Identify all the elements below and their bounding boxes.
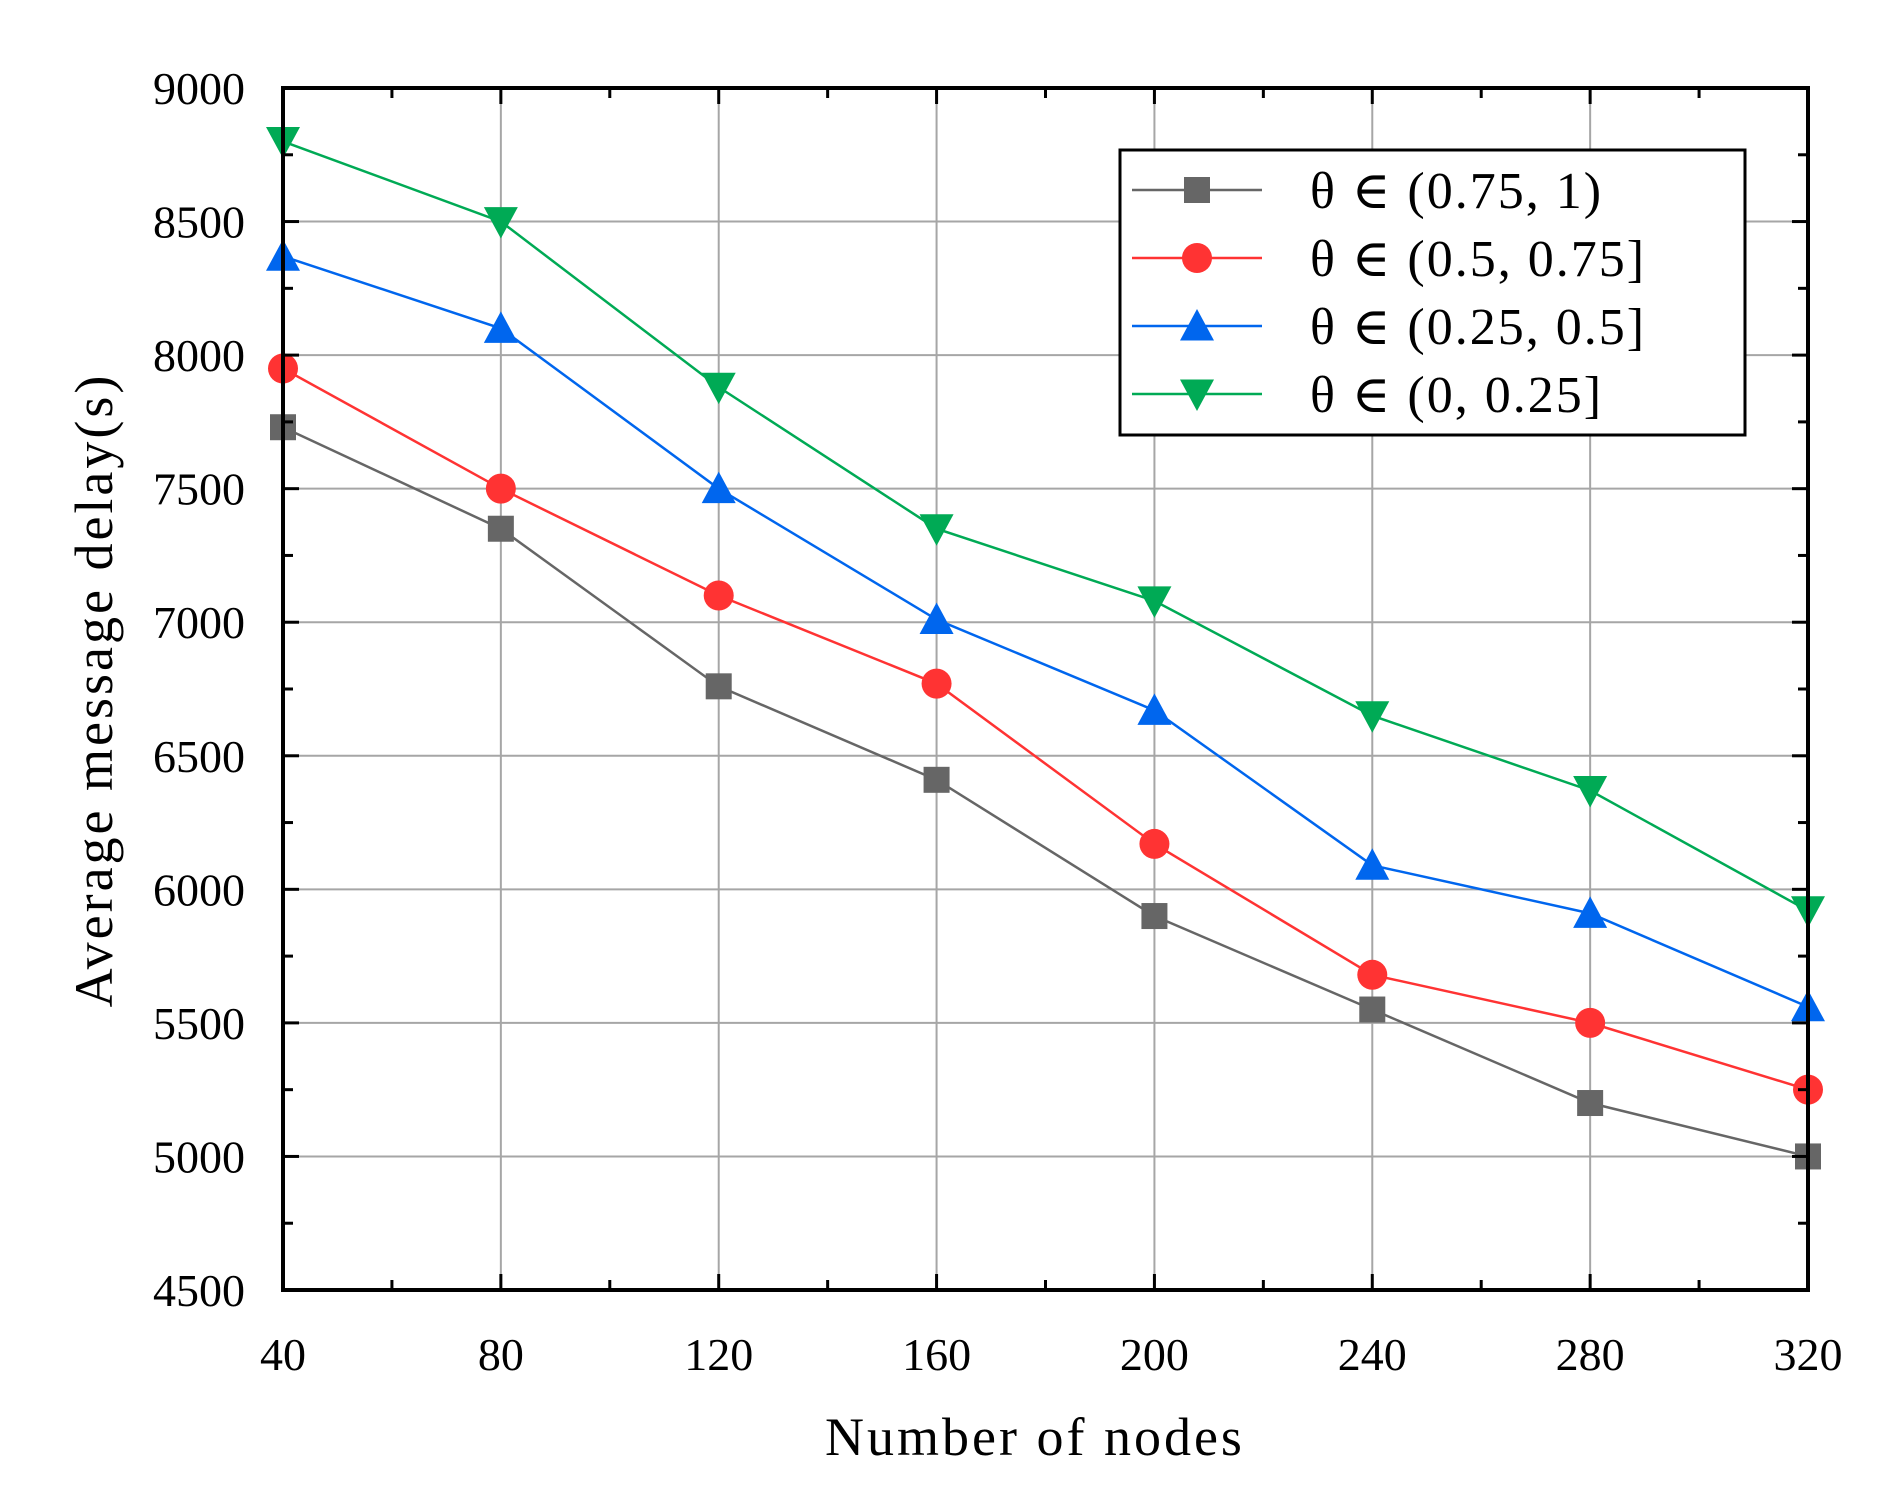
data-point-circle <box>921 668 952 699</box>
x-tick-label: 320 <box>1774 1329 1843 1380</box>
data-point-circle <box>703 580 734 611</box>
y-tick-label: 8500 <box>153 197 245 248</box>
data-point-triangle-up <box>701 471 736 504</box>
data-point-square <box>923 766 950 793</box>
y-tick-label: 7500 <box>153 464 245 515</box>
y-tick-label: 4500 <box>153 1265 245 1316</box>
data-point-circle <box>485 473 516 504</box>
series-3 <box>266 239 1825 1022</box>
series-2 <box>268 353 1823 1105</box>
tick-labels: 40 80 120 160 200 240 280 320 4500 5000 5500 6000 65… <box>153 63 1843 1380</box>
data-point-triangle-up <box>919 602 954 635</box>
legend-item: θ ∈ (0.5, 0.75] <box>1132 231 1646 288</box>
legend-label: θ ∈ (0.75, 1) <box>1310 163 1603 220</box>
data-point-triangle-up <box>1137 693 1172 725</box>
series-line <box>282 426 1809 1158</box>
x-tick-label: 240 <box>1338 1329 1407 1380</box>
y-tick-label: 7000 <box>153 597 245 648</box>
y-tick-label: 6000 <box>153 864 245 915</box>
legend-item: θ ∈ (0, 0.25] <box>1132 367 1603 424</box>
data-point-triangle-up <box>1355 848 1390 880</box>
x-tick-label: 40 <box>260 1329 306 1380</box>
plot-frame <box>281 86 1810 1292</box>
y-tick-label: 5500 <box>153 998 245 1049</box>
data-point-triangle-down <box>701 372 736 405</box>
data-point-square <box>487 515 514 542</box>
series-line <box>282 367 1809 1091</box>
data-point-triangle-down <box>1573 776 1608 808</box>
data-point-triangle-up <box>1573 896 1608 928</box>
x-tick-label: 280 <box>1556 1329 1625 1380</box>
y-tick-label: 6500 <box>153 731 245 782</box>
y-tick-label: 5000 <box>153 1131 245 1182</box>
series-4 <box>266 126 1825 928</box>
legend-box <box>1118 148 1747 437</box>
x-tick-label: 120 <box>684 1329 753 1380</box>
data-point-square <box>1577 1090 1604 1117</box>
data-point-triangle-down <box>1180 379 1214 411</box>
data-point-triangle-down <box>919 514 954 546</box>
data-point-triangle-up <box>1180 309 1214 341</box>
x-tick-label: 200 <box>1120 1329 1189 1380</box>
x-tick-label: 160 <box>902 1329 971 1380</box>
data-point-square <box>1359 996 1386 1023</box>
legend: θ ∈ (0.75, 1) θ ∈ (0.5, 0.75] θ ∈ (0.25, 0… <box>1118 148 1747 437</box>
x-tick-label: 80 <box>478 1329 524 1380</box>
legend-label: θ ∈ (0.5, 0.75] <box>1310 231 1646 288</box>
legend-label: θ ∈ (0, 0.25] <box>1310 367 1603 424</box>
series-lines <box>266 126 1825 1170</box>
data-point-square <box>1141 903 1168 930</box>
y-tick-label: 9000 <box>153 63 245 114</box>
y-tick-label: 8000 <box>153 330 245 381</box>
series-line <box>282 140 1809 912</box>
data-point-triangle-down <box>1137 586 1172 618</box>
y-axis-title: Average message delay(s) <box>64 373 124 1008</box>
legend-label: θ ∈ (0.25, 0.5] <box>1310 299 1646 356</box>
data-point-circle <box>1575 1007 1606 1038</box>
series-line <box>282 255 1809 1009</box>
x-axis-title: Number of nodes <box>825 1407 1245 1467</box>
data-point-circle <box>1182 243 1212 273</box>
data-point-circle <box>1357 959 1388 990</box>
data-point-square <box>705 673 732 700</box>
data-point-triangle-up <box>483 311 518 343</box>
data-point-triangle-down <box>1355 701 1390 733</box>
data-point-triangle-down <box>483 207 518 239</box>
legend-item: θ ∈ (0.25, 0.5] <box>1132 299 1646 356</box>
data-point-circle <box>1139 828 1170 859</box>
data-point-square <box>1184 177 1210 203</box>
legend-item: θ ∈ (0.75, 1) <box>1132 163 1603 220</box>
